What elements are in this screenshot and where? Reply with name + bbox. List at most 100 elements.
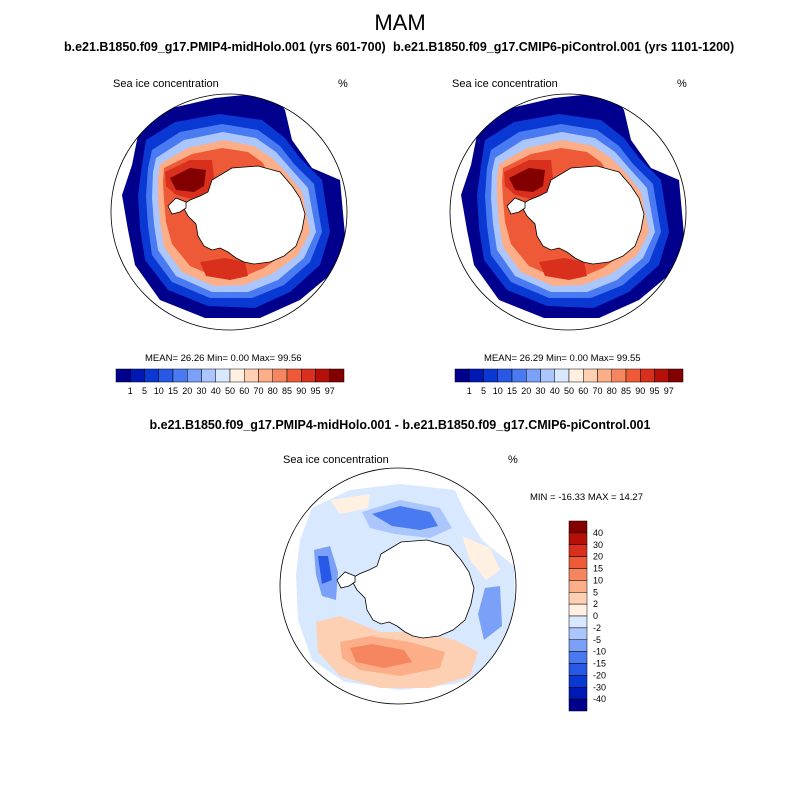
colorbar-left-swatch [115,368,131,383]
map-boundary-right [449,93,687,331]
colorbar-left-swatch [158,368,174,383]
colorbar-difference-tick-label: 20 [593,552,603,562]
colorbar-left-tick-label: 40 [211,386,221,396]
map-difference [279,467,517,705]
colorbar-right-swatch [497,368,513,383]
colorbar-difference-tick-label: -30 [593,682,606,692]
colorbar-right-swatch [654,368,669,383]
colorbar-left-swatch [144,368,159,383]
diff-zero-patch-2 [462,536,500,580]
colorbar-difference-swatch [568,603,588,617]
panel-left-variable-label: Sea ice concentration [113,78,219,90]
panel-right-stats: MEAN= 26.29 Min= 0.00 Max= 99.55 [484,353,641,364]
colorbar-left-tick-label: 50 [225,386,235,396]
weddell-core-dark-left [170,168,206,192]
ross-core-left [200,258,248,280]
colorbar-left-tick-label: 97 [325,386,335,396]
colorbar-right-tick-label: 30 [535,386,545,396]
colorbar-left-swatch [229,368,245,383]
diff-negative-2 [372,506,438,530]
colorbar-difference-swatch [568,568,588,581]
colorbar-left-swatch [244,368,259,383]
colorbar-difference-tick-label: -20 [593,670,606,680]
colorbar-difference-swatch [568,651,588,664]
colorbar-right-swatch [454,368,470,383]
difference-title: b.e21.B1850.f09_g17.PMIP4-midHolo.001 - … [149,418,651,432]
colorbar-right-swatch [568,368,584,383]
colorbar-right-tick-label: 70 [592,386,602,396]
colorbar-difference-swatch [568,520,588,534]
diff-negative-west-core [318,556,332,584]
diff-negative-east [478,586,502,640]
colorbar-right-swatch [668,368,684,383]
panel-left-units-label: % [338,78,348,90]
colorbar-left-tick-label: 5 [142,386,147,396]
colorbar-left-tick-label: 80 [268,386,278,396]
colorbar-right-swatch [583,368,598,383]
panel-left-stats: MEAN= 26.26 Min= 0.00 Max= 99.56 [145,353,302,364]
weddell-core-dark-right [509,168,545,192]
panel-left-title: b.e21.B1850.f09_g17.PMIP4-midHolo.001 (y… [64,40,386,54]
colorbar-right-swatch [540,368,555,383]
map-left-midholo [110,93,348,331]
colorbar-right-swatch [554,368,570,383]
colorbar-left-swatch [130,368,145,383]
colorbar-difference-swatch [568,615,588,629]
colorbar-left-swatch [215,368,231,383]
peninsula-diff [336,571,356,589]
colorbar-left-swatch [187,368,202,383]
colorbar-left-tick-label: 15 [168,386,178,396]
panel-right-units-label: % [677,78,687,90]
colorbar-difference-tick-label: -2 [593,623,601,633]
difference-units-label: % [508,454,518,466]
colorbar-left-swatch [172,368,188,383]
difference-variable-label: Sea ice concentration [283,454,389,466]
colorbar-right-tick-label: 20 [521,386,531,396]
colorbar-difference-tick-label: 0 [593,611,598,621]
colorbar-difference-swatch [568,687,588,700]
peninsula-right [506,197,526,215]
colorbar-difference-tick-label: -5 [593,635,601,645]
colorbar-right-tick-label: 85 [621,386,631,396]
colorbar-difference-swatch [568,698,588,712]
colorbar-right-swatch [469,368,484,383]
colorbar-left-tick-label: 60 [239,386,249,396]
diff-zero-patch-1 [330,494,370,514]
colorbar-left-swatch [201,368,216,383]
colorbar-left-tick-label: 30 [196,386,206,396]
colorbar-left-tick-label: 85 [282,386,292,396]
colorbar-left-swatch [301,368,316,383]
colorbar-right-swatch [526,368,541,383]
colorbar-right: 1 5 10 15 20 30 40 50 60 70 80 85 90 95 97 [454,368,684,396]
colorbar-difference-tick-label: -10 [593,647,606,657]
colorbar-right-swatch [625,368,641,383]
colorbar-left-swatch [329,368,345,383]
panel-right-variable-label: Sea ice concentration [452,78,558,90]
map-boundary-left [110,93,348,331]
colorbar-right-tick-label: 60 [578,386,588,396]
difference-stats: MIN = -16.33 MAX = 14.27 [530,492,644,503]
colorbar-right-swatch [611,368,627,383]
colorbar-left-tick-label: 10 [154,386,164,396]
colorbar-difference-tick-label: 10 [593,575,603,585]
colorbar-right-swatch [483,368,498,383]
colorbar-difference-tick-label: 5 [593,587,598,597]
colorbar-difference-swatch [568,556,588,569]
colorbar-difference-tick-label: 30 [593,540,603,550]
colorbar-difference-swatch [568,532,588,545]
colorbar-right-tick-label: 5 [481,386,486,396]
colorbar-left-swatch [272,368,288,383]
colorbar-difference-tick-label: 2 [593,599,598,609]
colorbar-right-tick-label: 50 [564,386,574,396]
colorbar-right-tick-label: 90 [635,386,645,396]
colorbar-difference-swatch [568,627,588,640]
colorbar-right-tick-label: 97 [664,386,674,396]
colorbar-right-swatch [640,368,655,383]
colorbar-difference-tick-label: 15 [593,564,603,574]
colorbar-difference-tick-label: -40 [593,694,606,704]
colorbar-left-swatch [315,368,330,383]
colorbar-difference-swatch [568,592,588,605]
colorbar-left-tick-label: 70 [253,386,263,396]
colorbar-left-swatch [258,368,273,383]
